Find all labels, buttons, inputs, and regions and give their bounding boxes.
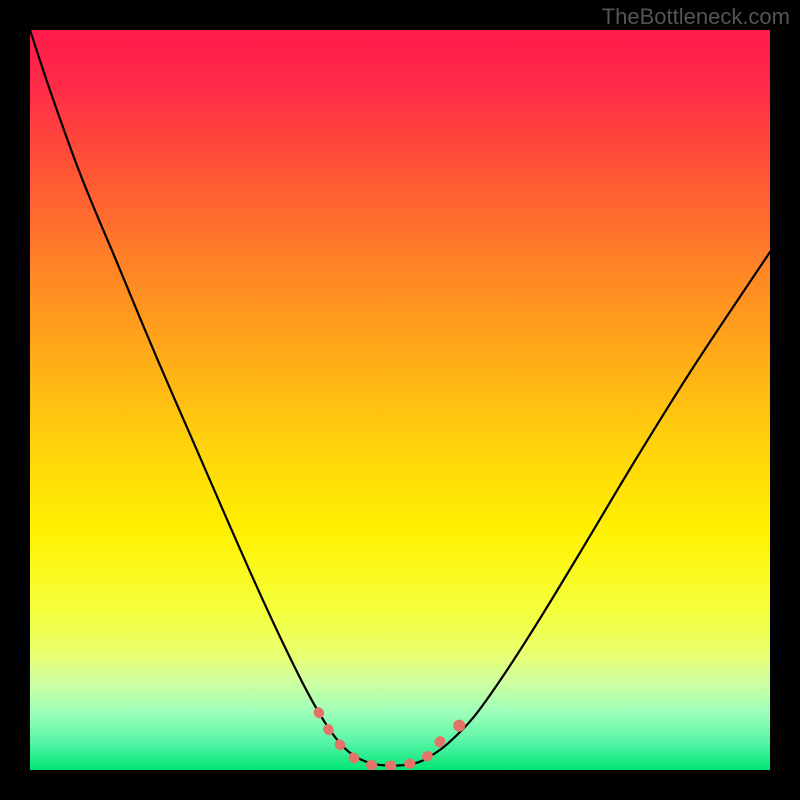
valley-end-dot <box>453 720 465 732</box>
chart-stage: TheBottleneck.com <box>0 0 800 800</box>
plot-area <box>30 30 770 770</box>
bottleneck-curve <box>30 30 770 766</box>
curves-layer <box>30 30 770 770</box>
watermark-text: TheBottleneck.com <box>602 4 790 30</box>
